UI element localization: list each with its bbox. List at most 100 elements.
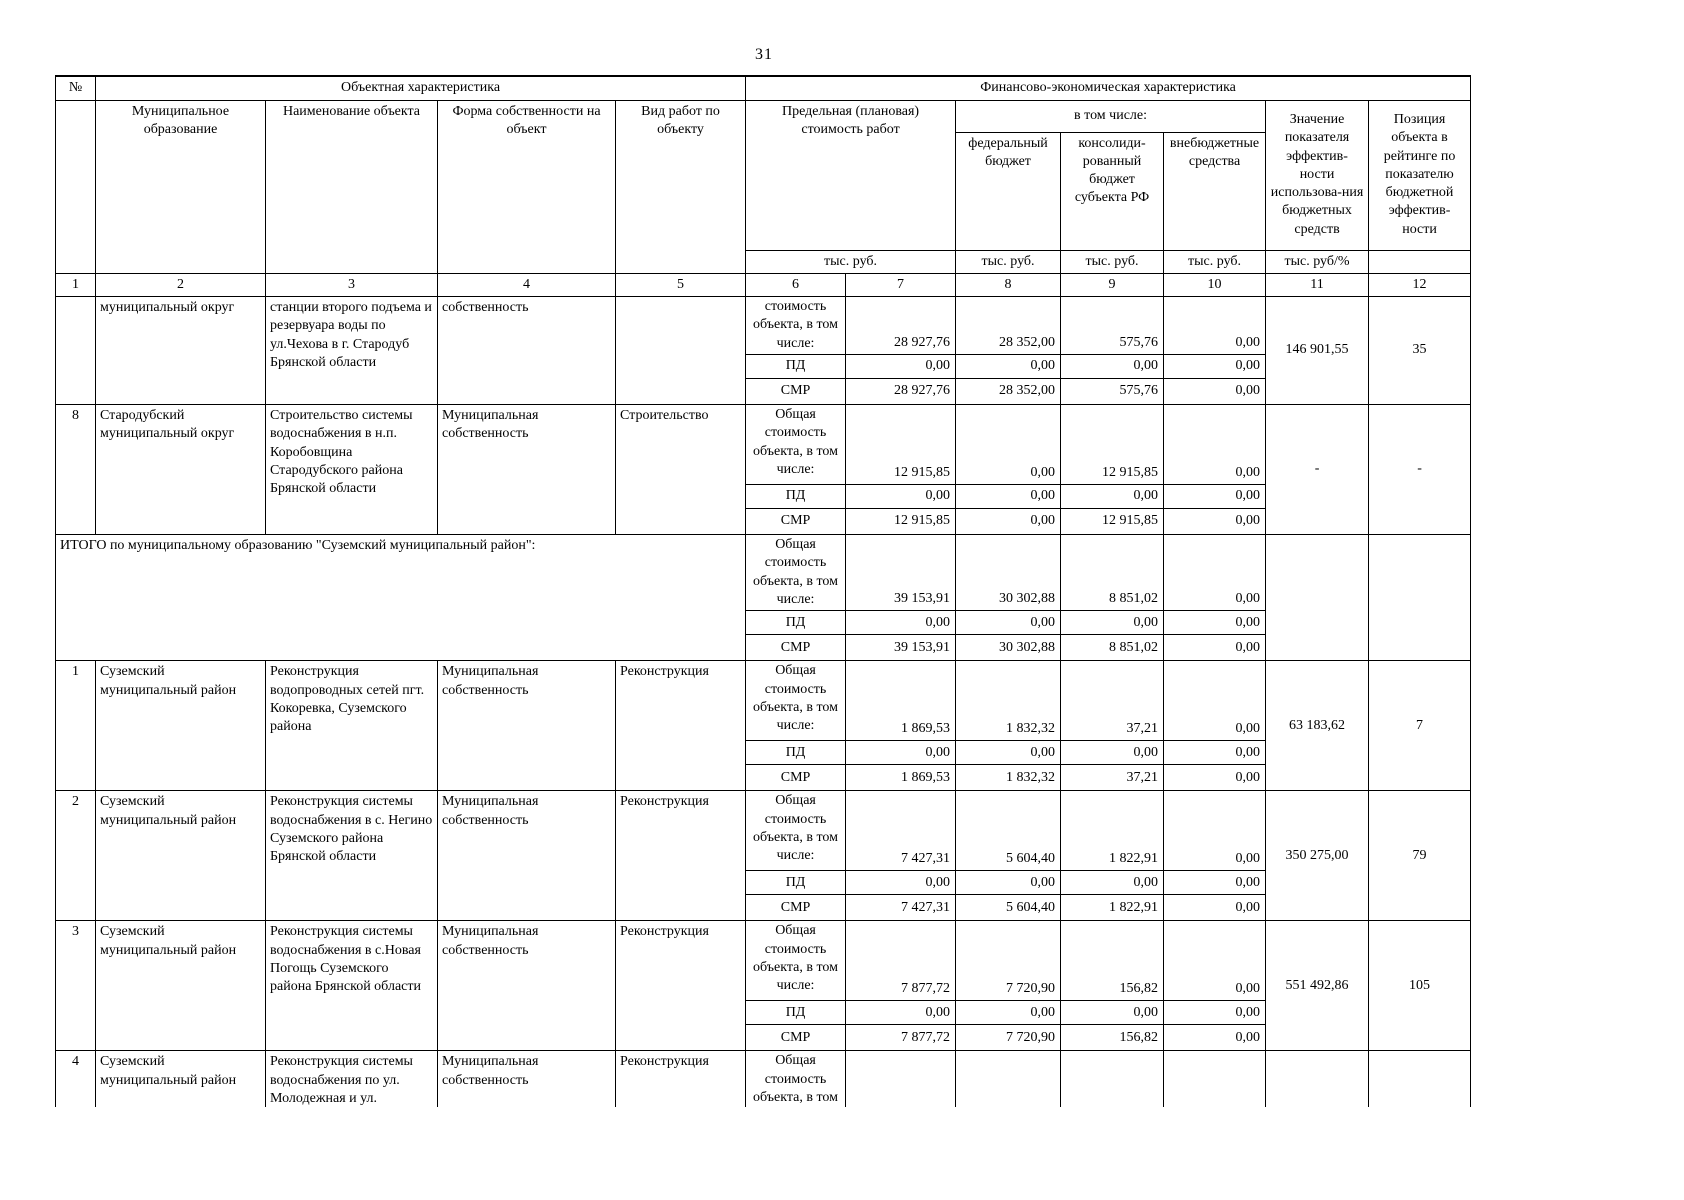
row-municipality: Суземский муниципальный район — [95, 660, 266, 792]
row-ownership: Муниципальная собственность — [437, 404, 616, 536]
row-work-type: Строительство — [614, 404, 747, 536]
header-including: в том числе: — [955, 99, 1267, 133]
row-total-consolidated — [1060, 1050, 1165, 1107]
row-total-consolidated: 575,76 — [1060, 296, 1165, 356]
colnum-2: 2 — [95, 272, 266, 298]
colnum-7: 7 — [845, 272, 957, 298]
row-num: 4 — [55, 1050, 96, 1107]
header-municipality: Муниципальное образование — [95, 99, 266, 274]
header-ownership: Форма собственности на объект — [437, 99, 616, 274]
header-extrabudget: внебюджетные средства — [1163, 131, 1267, 251]
smr-label: СМР — [745, 764, 847, 792]
unit-efficiency: тыс. руб/% — [1265, 249, 1370, 274]
row-efficiency — [1265, 1050, 1370, 1107]
row-rating: 35 — [1368, 296, 1472, 406]
pd-label: ПД — [745, 484, 847, 510]
pd-extrabudget: 0,00 — [1163, 354, 1267, 380]
unit-federal: тыс. руб. — [955, 249, 1062, 274]
header-num-spacer — [55, 99, 96, 274]
pd-extrabudget: 0,00 — [1163, 870, 1267, 896]
row-ownership: Муниципальная собственность — [437, 790, 616, 922]
row-cost-label: Общая стоимость объекта, в том числе: — [745, 660, 847, 742]
row-ownership: Муниципальная собственность — [437, 920, 616, 1052]
project-row-pd: ПД 0,00 0,00 0,00 0,00 — [56, 870, 1471, 896]
smr-consolidated: 12 915,85 — [1060, 508, 1165, 536]
row-total-federal: 28 352,00 — [955, 296, 1062, 356]
smr-federal: 1 832,32 — [955, 764, 1062, 792]
smr-extrabudget: 0,00 — [1163, 764, 1267, 792]
unit-consolidated: тыс. руб. — [1060, 249, 1165, 274]
pd-label: ПД — [745, 1000, 847, 1026]
project-row-smr: СМР 28 927,76 28 352,00 575,76 0,00 — [56, 378, 1471, 406]
pd-consolidated: 0,00 — [1060, 1000, 1165, 1026]
row-municipality: Суземский муниципальный район — [95, 920, 266, 1052]
smr-label: СМР — [745, 1024, 847, 1052]
pd-label: ПД — [745, 740, 847, 766]
row-num: 3 — [55, 920, 96, 1052]
row-total-federal: 7 720,90 — [955, 920, 1062, 1002]
row-efficiency: 350 275,00 — [1265, 790, 1370, 922]
header-subcolumns-row: федеральный бюджет консолиди-рованный бю… — [56, 131, 1471, 251]
smr-extrabudget: 0,00 — [1163, 634, 1267, 662]
header-group-object: Объектная характеристика — [94, 75, 747, 101]
pd-consolidated: 0,00 — [1060, 740, 1165, 766]
project-row-main: муниципальный округ станции второго подъ… — [55, 296, 1472, 406]
smr-cost: 7 877,72 — [845, 1024, 957, 1052]
row-num — [55, 296, 96, 406]
row-total-extrabudget: 0,00 — [1163, 296, 1267, 356]
smr-extrabudget: 0,00 — [1163, 508, 1267, 536]
pd-cost: 0,00 — [845, 870, 957, 896]
smr-cost: 28 927,76 — [845, 378, 957, 406]
row-total-consolidated: 37,21 — [1060, 660, 1165, 742]
header-consolidated: консолиди-рованный бюджет субъекта РФ — [1060, 131, 1165, 251]
row-rating: 79 — [1368, 790, 1472, 922]
row-total-extrabudget: 0,00 — [1163, 404, 1267, 486]
row-cost-label: стоимость объекта, в том числе: — [745, 296, 847, 356]
summary-row-smr: СМР 39 153,91 30 302,88 8 851,02 0,00 — [56, 634, 1471, 662]
smr-consolidated: 37,21 — [1060, 764, 1165, 792]
row-total-cost: 1 869,53 — [845, 660, 957, 742]
row-work-type: Реконструкция — [614, 1050, 747, 1107]
pd-federal: 0,00 — [955, 484, 1062, 510]
row-object-name: станции второго подъема и резервуара вод… — [265, 296, 438, 406]
pd-extrabudget: 0,00 — [1163, 1000, 1267, 1026]
row-rating: 105 — [1368, 920, 1472, 1052]
row-total-federal — [955, 1050, 1062, 1107]
header-efficiency: Значение показателя эффектив-ности испол… — [1265, 99, 1370, 251]
project-row-main: 8 Стародубский муниципальный округ Строи… — [55, 404, 1472, 536]
project-row-smr: СМР 1 869,53 1 832,32 37,21 0,00 — [56, 764, 1471, 792]
project-row-pd: ПД 0,00 0,00 0,00 0,00 — [56, 484, 1471, 510]
unit-extrabudget: тыс. руб. — [1163, 249, 1267, 274]
row-efficiency: 551 492,86 — [1265, 920, 1370, 1052]
pd-consolidated: 0,00 — [1060, 610, 1165, 636]
pd-cost: 0,00 — [845, 610, 957, 636]
smr-consolidated: 575,76 — [1060, 378, 1165, 406]
row-total-consolidated: 12 915,85 — [1060, 404, 1165, 486]
column-numbers-row: 1 2 3 4 5 6 7 8 9 10 11 12 — [55, 272, 1472, 298]
smr-extrabudget: 0,00 — [1163, 1024, 1267, 1052]
colnum-9: 9 — [1060, 272, 1165, 298]
project-row-pd: ПД 0,00 0,00 0,00 0,00 — [56, 354, 1471, 380]
smr-label: СМР — [745, 894, 847, 922]
row-total-extrabudget: 0,00 — [1163, 790, 1267, 872]
colnum-8: 8 — [955, 272, 1062, 298]
summary-rating — [1368, 534, 1472, 662]
project-row-smr: СМР 12 915,85 0,00 12 915,85 0,00 — [56, 508, 1471, 536]
row-object-name: Реконструкция водопроводных сетей пгт. К… — [265, 660, 438, 792]
summary-total-federal: 30 302,88 — [955, 534, 1062, 612]
pd-extrabudget: 0,00 — [1163, 484, 1267, 510]
row-total-cost — [845, 1050, 957, 1107]
pd-cost: 0,00 — [845, 484, 957, 510]
row-object-name: Реконструкция системы водоснабжения по у… — [265, 1050, 438, 1107]
smr-extrabudget: 0,00 — [1163, 894, 1267, 922]
summary-row-main: ИТОГО по муниципальному образованию "Суз… — [55, 534, 1472, 662]
row-efficiency: 146 901,55 — [1265, 296, 1370, 406]
row-total-federal: 1 832,32 — [955, 660, 1062, 742]
pd-federal: 0,00 — [955, 354, 1062, 380]
project-row-main: 3 Суземский муниципальный район Реконстр… — [55, 920, 1472, 1052]
row-total-federal: 0,00 — [955, 404, 1062, 486]
row-efficiency: - — [1265, 404, 1370, 536]
row-total-consolidated: 156,82 — [1060, 920, 1165, 1002]
row-rating: - — [1368, 404, 1472, 536]
smr-cost: 39 153,91 — [845, 634, 957, 662]
